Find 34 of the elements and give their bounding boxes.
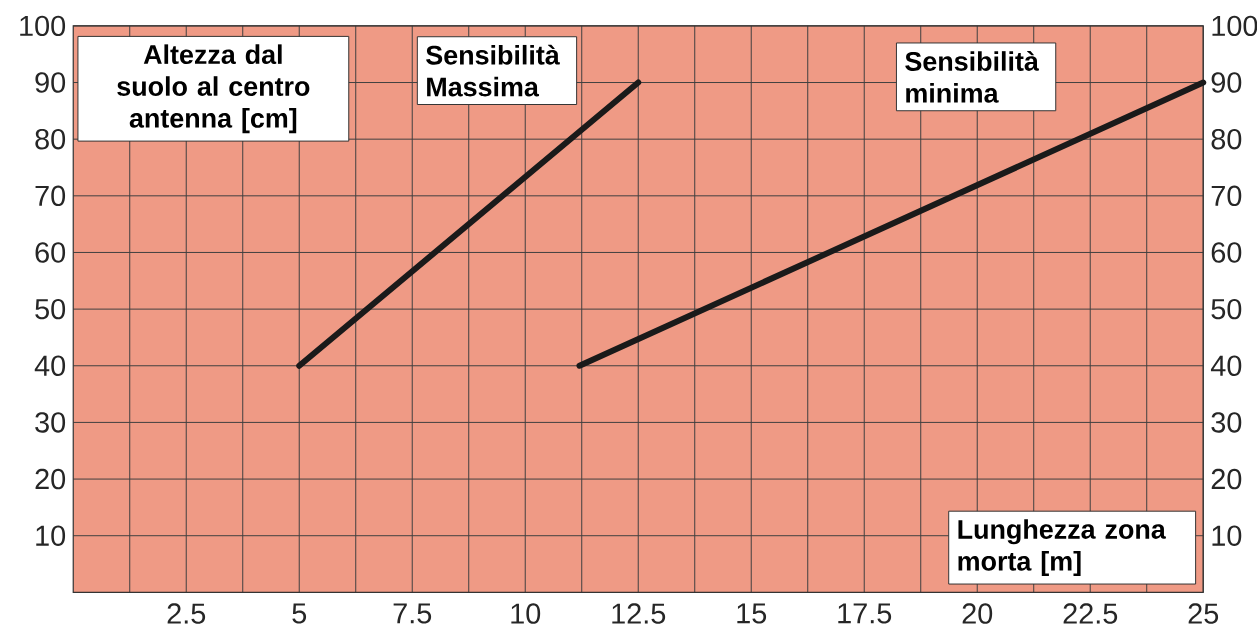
y2-tick-label: 90	[1211, 72, 1242, 93]
series-label: Sensibilità Massima	[426, 44, 560, 97]
x-tick-label: 20	[962, 603, 993, 624]
y2-tick-label: 60	[1211, 242, 1242, 263]
y2-tick-label: 80	[1211, 128, 1242, 150]
y2-tick-label: 30	[1211, 412, 1242, 433]
y2-tick-label: 100	[1212, 15, 1257, 36]
x-tick-label: 7.5	[393, 603, 432, 624]
y-tick-label: 10	[36, 525, 66, 546]
y-tick-label: 90	[35, 72, 66, 93]
x-tick-label: 17.5	[838, 603, 892, 624]
x-tick-label: 12.5	[612, 603, 666, 624]
y-tick-label: 40	[34, 355, 66, 376]
y-tick-label: 80	[35, 128, 66, 150]
y2-tick-label: 20	[1211, 468, 1242, 490]
x-tick-label: 5	[292, 603, 307, 624]
y-tick-label: 30	[35, 412, 66, 433]
x-tick-label: 10	[511, 603, 541, 624]
y-tick-label: 20	[35, 468, 66, 490]
y-tick-label: 100	[20, 15, 66, 36]
y-tick-label: 50	[35, 298, 66, 320]
x-axis-title: Lunghezza zona morta [m]	[958, 519, 1166, 576]
x-tick-label: 2.5	[167, 603, 206, 624]
y2-tick-label: 10	[1212, 525, 1242, 546]
y2-tick-label: 50	[1211, 298, 1242, 320]
series-label: Sensibilità minima	[905, 50, 1039, 103]
x-tick-label: 22.5	[1063, 603, 1118, 624]
y-tick-label: 70	[35, 185, 66, 206]
x-tick-label: 25	[1188, 603, 1219, 624]
x-tick-label: 15	[737, 603, 767, 624]
y2-tick-label: 70	[1211, 185, 1242, 206]
y-tick-label: 60	[35, 242, 66, 263]
y2-tick-label: 40	[1210, 355, 1242, 376]
y-axis-title: Altezza dal suolo al centro antenna [cm]	[117, 44, 310, 134]
